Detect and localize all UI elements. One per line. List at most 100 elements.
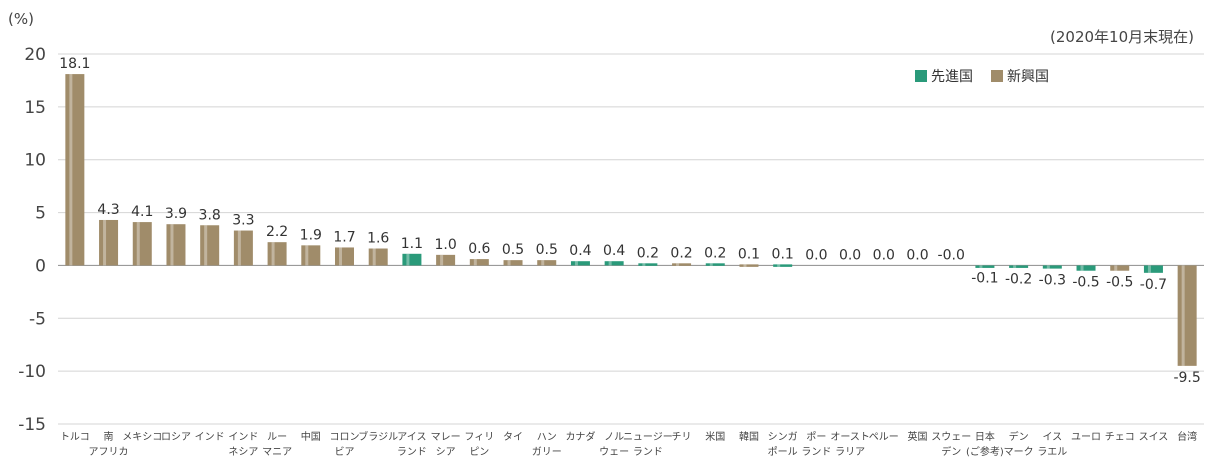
x-tick-label: インド: [228, 432, 258, 443]
x-tick-label: ロシア: [161, 432, 191, 443]
bar: [233, 230, 253, 266]
x-tick-label: 米国: [705, 430, 725, 443]
bar: [368, 248, 388, 266]
bar-highlight: [1181, 265, 1185, 366]
bar-highlight: [204, 225, 208, 266]
data-label: 3.3: [232, 213, 254, 229]
y-unit-label: (%): [8, 10, 34, 28]
x-tick-label: チリ: [672, 431, 692, 443]
x-tick-label: カナダ: [565, 430, 595, 443]
bar-highlight: [1080, 265, 1084, 271]
data-label: 0.0: [839, 247, 861, 263]
x-tick-label: デン: [1009, 430, 1029, 443]
data-label: -0.3: [1039, 273, 1066, 289]
data-label: 0.2: [637, 245, 659, 261]
bar: [200, 225, 220, 266]
bar: [402, 253, 422, 266]
x-tick-label: イス: [1042, 432, 1062, 443]
x-tick-label: マーク: [1004, 446, 1034, 458]
x-tick-label: アイス: [397, 432, 426, 443]
x-tick-label: ラリア: [835, 446, 865, 458]
x-tick-label: ネシア: [228, 446, 258, 458]
bar-highlight: [642, 263, 646, 266]
bar: [469, 259, 489, 266]
data-label: -0.1: [971, 270, 998, 286]
x-tick-label: スイス: [1139, 432, 1169, 443]
bar-highlight: [743, 264, 747, 267]
bar-highlight: [473, 259, 477, 266]
bar: [166, 224, 186, 266]
data-label: -0.5: [1072, 275, 1099, 291]
data-label: -0.2: [1005, 272, 1032, 288]
data-label: 18.1: [59, 56, 90, 72]
x-tick-label: ランド: [633, 446, 663, 458]
bar-highlight: [1147, 265, 1151, 273]
y-tick-label: -5: [29, 309, 46, 329]
data-label: 1.1: [401, 236, 423, 252]
bar-highlight: [979, 265, 983, 268]
y-tick-label: -15: [18, 415, 46, 435]
x-tick-label: ハン: [537, 432, 557, 443]
bar: [99, 219, 119, 266]
bar-highlight: [676, 263, 680, 266]
x-tick-label: ニュージー: [623, 432, 673, 443]
x-tick-label: 台湾: [1177, 430, 1197, 443]
bar: [1143, 265, 1163, 273]
legend-label-emerging: 新興国: [1007, 69, 1049, 85]
data-label: 1.9: [300, 227, 322, 243]
bar: [537, 260, 557, 266]
x-tick-label: ピン: [469, 446, 489, 458]
data-label: 4.3: [97, 202, 119, 218]
x-tick-label: フィリ: [464, 432, 494, 443]
bar: [1177, 265, 1197, 366]
x-tick-label: 英国: [908, 430, 928, 443]
data-label: 3.8: [199, 207, 221, 223]
x-tick-label: デン: [941, 445, 961, 458]
x-tick-label: ランド: [801, 446, 831, 458]
bar-highlight: [1013, 265, 1017, 268]
bar: [975, 265, 995, 268]
x-tick-label: 韓国: [739, 431, 759, 443]
y-tick-label: 20: [24, 45, 46, 65]
x-tick-label: コロン: [330, 432, 360, 443]
x-tick-label: メキシコ: [122, 432, 162, 443]
legend-item-emerging: 新興国: [991, 66, 1049, 86]
bar: [132, 222, 152, 266]
bar-highlight: [440, 254, 444, 266]
y-tick-label: 15: [24, 98, 46, 118]
bar: [672, 263, 692, 266]
data-label: 0.1: [738, 246, 760, 262]
bar-highlight: [271, 242, 275, 266]
bar-highlight: [136, 222, 140, 266]
x-tick-label: ルー: [267, 432, 287, 443]
bar: [773, 264, 793, 267]
data-label: 0.4: [603, 243, 625, 259]
bar: [436, 254, 456, 266]
bar-highlight: [170, 224, 174, 266]
data-label: 4.1: [131, 204, 153, 220]
x-tick-label: アフリカ: [89, 446, 129, 458]
bar: [604, 261, 624, 266]
bar-highlight: [777, 264, 781, 267]
data-label: 0.5: [536, 242, 558, 258]
x-tick-label: ラエル: [1037, 446, 1067, 458]
bar-highlight: [1046, 265, 1050, 269]
bar-highlight: [541, 260, 545, 266]
y-tick-label: 0: [35, 256, 46, 276]
x-tick-label: マニア: [262, 447, 292, 458]
x-tick-label: インド: [195, 432, 225, 443]
y-tick-label: -10: [18, 362, 46, 382]
x-tick-label: 日本: [975, 430, 995, 443]
bar-highlight: [1114, 265, 1118, 271]
bar: [65, 74, 85, 266]
x-tick-label: 中国: [301, 430, 321, 443]
bar-highlight: [69, 74, 73, 266]
x-tick-label: シンガ: [768, 431, 798, 443]
x-tick-label: ビア: [335, 446, 355, 458]
data-label: -0.5: [1106, 275, 1133, 291]
bar: [1076, 265, 1096, 271]
x-tick-label: ブラジル: [358, 430, 398, 443]
bar: [301, 245, 321, 266]
data-label: 0.4: [569, 243, 591, 259]
legend-swatch-developed: [915, 70, 927, 82]
